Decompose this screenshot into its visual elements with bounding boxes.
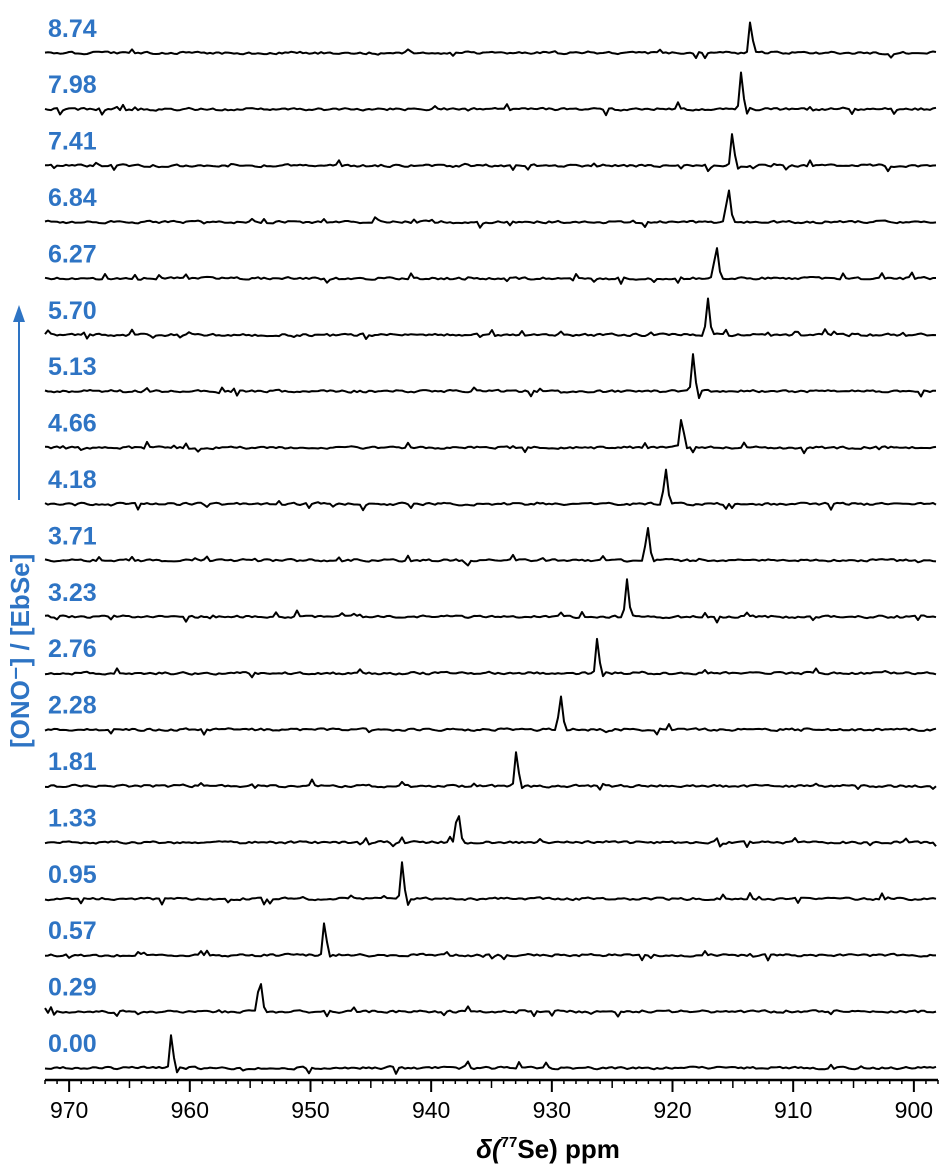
x-axis-title: δ(77Se) ppm [476,1134,620,1164]
series-label-3-23: 3.23 [48,579,97,607]
x-tick-label-920: 920 [653,1097,691,1123]
series-label-7-98: 7.98 [48,71,97,99]
x-tick-label-940: 940 [412,1097,450,1123]
y-axis-title-group: [ONO⁻] / [EbSe] [5,305,35,748]
spectrum-trace-2-28 [44,695,937,736]
y-axis-title: [ONO⁻] / [EbSe] [5,554,35,748]
traces-layer [44,21,937,1075]
series-label-0-95: 0.95 [48,861,97,889]
spectrum-trace-2-76 [44,637,937,679]
x-ticks-layer: 970 960 950 940 930 920 910 900 [44,1080,939,1123]
spectrum-trace-4-18 [44,468,937,512]
x-tick-label-960: 960 [171,1097,209,1123]
spectrum-trace-0-57 [44,922,936,962]
spectrum-trace-0-95 [44,861,937,906]
spectrum-trace-1-81 [44,751,937,791]
spectrum-trace-5-70 [44,297,937,340]
spectrum-trace-6-27 [44,247,936,285]
series-labels-layer: 0.00 0.29 0.57 0.95 1.33 1.81 2.28 2.76 3.23 3.71… [48,15,97,1058]
series-label-2-28: 2.28 [48,692,97,720]
spectrum-trace-0-00 [44,1034,937,1075]
spectrum-trace-5-13 [44,353,936,400]
series-label-0-29: 0.29 [48,974,97,1002]
x-tick-label-900: 900 [895,1097,933,1123]
series-label-7-41: 7.41 [48,128,97,156]
spectrum-trace-1-33 [44,815,937,848]
series-label-1-81: 1.81 [48,748,97,776]
spectrum-trace-8-74 [44,21,937,60]
series-label-5-70: 5.70 [48,297,97,325]
series-label-3-71: 3.71 [48,522,97,550]
x-tick-label-910: 910 [774,1097,812,1123]
x-tick-label-930: 930 [533,1097,571,1123]
series-label-1-33: 1.33 [48,804,97,832]
spectrum-trace-0-29 [44,983,937,1018]
x-axis-title-superscript: 77 [501,1134,518,1151]
series-label-6-27: 6.27 [48,240,97,268]
series-label-8-74: 8.74 [48,15,97,43]
spectrum-trace-4-66 [44,419,937,455]
x-tick-label-950: 950 [291,1097,329,1123]
series-label-4-66: 4.66 [48,410,97,438]
series-label-2-76: 2.76 [48,635,97,663]
y-axis-arrow-head [13,305,25,322]
spectrum-trace-7-98 [44,71,937,117]
series-label-5-13: 5.13 [48,353,97,381]
spectrum-trace-6-84 [44,189,937,229]
x-axis-title-prefix: δ( [476,1134,504,1164]
x-axis-title-element: Se [517,1134,549,1164]
series-label-0-57: 0.57 [48,917,97,945]
series-label-0-00: 0.00 [48,1030,97,1058]
x-tick-label-970: 970 [50,1097,88,1123]
series-label-6-84: 6.84 [48,184,97,212]
spectrum-trace-3-23 [44,578,937,624]
spectrum-trace-7-41 [44,133,937,173]
x-axis-title-suffix: ) ppm [549,1134,620,1164]
spectrum-trace-3-71 [44,527,937,567]
series-label-4-18: 4.18 [48,466,97,494]
